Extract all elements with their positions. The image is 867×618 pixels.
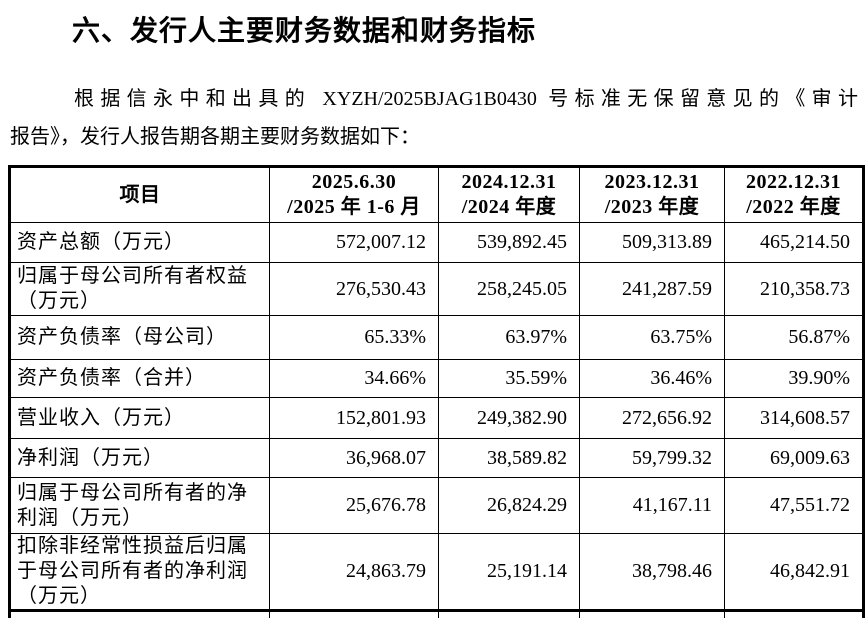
table-row-debt-ratio-parent: 资产负债率（母公司） 65.33% 63.97% 63.75% 56.87% xyxy=(9,315,864,360)
cell-value: 509,313.89 xyxy=(579,222,725,263)
cell-value: 249,382.90 xyxy=(438,397,580,439)
cell-value: 24,863.79 xyxy=(269,533,439,612)
row-label: 资产负债率（母公司） xyxy=(9,315,270,360)
cell-value: 241,287.59 xyxy=(579,262,725,316)
cell-value: 272,656.92 xyxy=(579,397,725,439)
financial-data-table: 项目 2025.6.30 /2025 年 1-6 月 2024.12.31 /2… xyxy=(8,165,865,618)
cell-value: 47,551.72 xyxy=(724,477,864,534)
intro-paragraph-line-2: 报告》，发行人报告期各期主要财务数据如下： xyxy=(10,126,420,148)
cell-value: 210,358.73 xyxy=(724,262,864,316)
table-row-debt-ratio-consolidated: 资产负债率（合并） 34.66% 35.59% 36.46% 39.90% xyxy=(9,359,864,398)
clipped-cell xyxy=(579,610,725,618)
cell-value: 276,530.43 xyxy=(269,262,439,316)
table-header-row: 项目 2025.6.30 /2025 年 1-6 月 2024.12.31 /2… xyxy=(9,166,864,223)
cell-value: 41,167.11 xyxy=(579,477,725,534)
row-label: 归属于母公司所有者的净利润（万元） xyxy=(9,477,270,534)
row-label: 资产负债率（合并） xyxy=(9,359,270,398)
cell-value: 36.46% xyxy=(579,359,725,398)
intro-paragraph: 根据信永中和出具的 XYZH/2025BJAG1B0430 号标准无保留意见的《… xyxy=(10,80,858,156)
table-row-parent-equity: 归属于母公司所有者权益（万元） 276,530.43 258,245.05 24… xyxy=(9,262,864,316)
cell-value: 69,009.63 xyxy=(724,438,864,478)
cell-value: 314,608.57 xyxy=(724,397,864,439)
cell-value: 539,892.45 xyxy=(438,222,580,263)
table-row-operating-revenue: 营业收入（万元） 152,801.93 249,382.90 272,656.9… xyxy=(9,397,864,439)
cell-value: 152,801.93 xyxy=(269,397,439,439)
row-label: 归属于母公司所有者权益（万元） xyxy=(9,262,270,316)
clipped-cell xyxy=(438,610,580,618)
cell-value: 25,191.14 xyxy=(438,533,580,612)
column-header-period-2024: 2024.12.31 /2024 年度 xyxy=(438,166,580,223)
cell-value: 59,799.32 xyxy=(579,438,725,478)
table-row-net-profit-parent: 归属于母公司所有者的净利润（万元） 25,676.78 26,824.29 41… xyxy=(9,477,864,534)
row-label: 净利润（万元） xyxy=(9,438,270,478)
cell-value: 26,824.29 xyxy=(438,477,580,534)
row-label: 资产总额（万元） xyxy=(9,222,270,263)
clipped-cell xyxy=(724,610,864,618)
column-header-period-2023: 2023.12.31 /2023 年度 xyxy=(579,166,725,223)
cell-value: 65.33% xyxy=(269,315,439,360)
table-next-row-clipped xyxy=(9,610,864,618)
cell-value: 39.90% xyxy=(724,359,864,398)
cell-value: 34.66% xyxy=(269,359,439,398)
cell-value: 572,007.12 xyxy=(269,222,439,263)
intro-paragraph-line-1: 根据信永中和出具的 XYZH/2025BJAG1B0430 号标准无保留意见的《… xyxy=(74,88,858,110)
section-heading: 六、发行人主要财务数据和财务指标 xyxy=(72,14,537,47)
cell-value: 56.87% xyxy=(724,315,864,360)
row-label: 营业收入（万元） xyxy=(9,397,270,439)
cell-value: 25,676.78 xyxy=(269,477,439,534)
cell-value: 38,798.46 xyxy=(579,533,725,612)
clipped-cell xyxy=(269,610,439,618)
cell-value: 258,245.05 xyxy=(438,262,580,316)
cell-value: 35.59% xyxy=(438,359,580,398)
table-row-net-profit: 净利润（万元） 36,968.07 38,589.82 59,799.32 69… xyxy=(9,438,864,478)
cell-value: 46,842.91 xyxy=(724,533,864,612)
column-header-period-2022: 2022.12.31 /2022 年度 xyxy=(724,166,864,223)
row-label: 扣除非经常性损益后归属于母公司所有者的净利润（万元） xyxy=(9,533,270,612)
cell-value: 63.75% xyxy=(579,315,725,360)
column-header-period-2025h1: 2025.6.30 /2025 年 1-6 月 xyxy=(269,166,439,223)
table-row-net-profit-deducted: 扣除非经常性损益后归属于母公司所有者的净利润（万元） 24,863.79 25,… xyxy=(9,533,864,612)
cell-value: 63.97% xyxy=(438,315,580,360)
column-header-item: 项目 xyxy=(9,166,270,223)
clipped-cell xyxy=(9,610,270,618)
cell-value: 38,589.82 xyxy=(438,438,580,478)
cell-value: 465,214.50 xyxy=(724,222,864,263)
cell-value: 36,968.07 xyxy=(269,438,439,478)
table-row-total-assets: 资产总额（万元） 572,007.12 539,892.45 509,313.8… xyxy=(9,222,864,263)
